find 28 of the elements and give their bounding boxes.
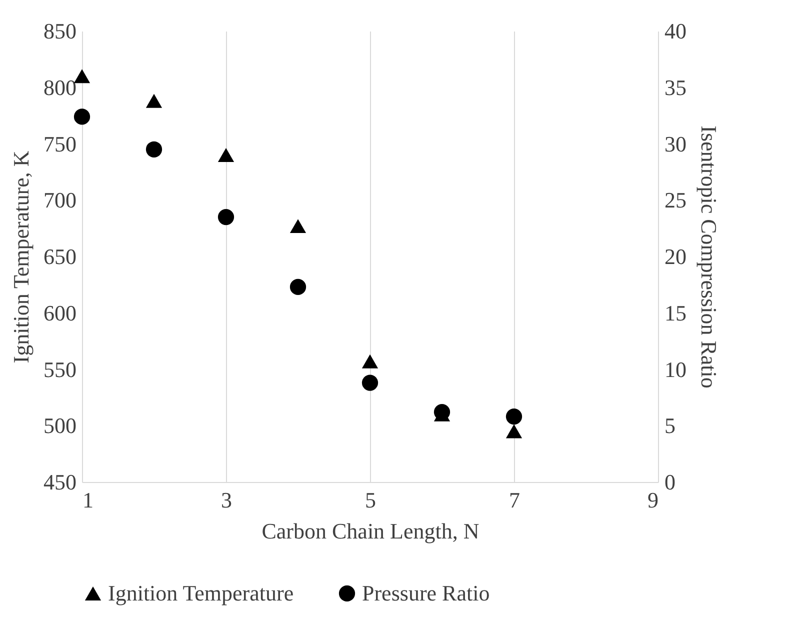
y-tick-label: 550: [44, 356, 76, 382]
y-tick-label: 450: [44, 470, 76, 494]
y2-tick-label: 30: [664, 131, 686, 156]
x-tick-label: 3: [221, 488, 232, 512]
y2-tick-label: 20: [664, 244, 686, 269]
x-tick-label: 1: [82, 488, 94, 512]
y-tick-label: 800: [44, 74, 76, 100]
y-axis-title: Ignition Temperature, K: [8, 150, 34, 364]
x-tick-label: 9: [648, 488, 658, 512]
x-axis-title: Carbon Chain Length, N: [262, 518, 480, 544]
y2-tick-label: 40: [664, 18, 686, 44]
y2-tick-label: 10: [664, 356, 686, 382]
y-tick-label: 500: [44, 413, 76, 438]
y2-tick-label: 35: [664, 74, 686, 100]
legend-label: Pressure Ratio: [362, 580, 490, 606]
y-tick-label: 850: [44, 18, 76, 44]
y-tick-label: 750: [44, 131, 76, 156]
y-tick-label: 700: [44, 188, 76, 213]
legend-label: Ignition Temperature: [108, 580, 294, 606]
y2-tick-label: 5: [664, 413, 676, 438]
y2-tick-label: 15: [664, 300, 686, 326]
x-tick-label: 5: [365, 488, 376, 512]
y-tick-label: 650: [44, 244, 76, 269]
x-tick-label: 7: [509, 488, 520, 512]
y-tick-label: 600: [44, 300, 76, 326]
y2-tick-label: 25: [664, 188, 686, 213]
y2-tick-label: 0: [664, 470, 676, 494]
y2-axis-title: Isentropic Compression Ratio: [696, 126, 722, 388]
